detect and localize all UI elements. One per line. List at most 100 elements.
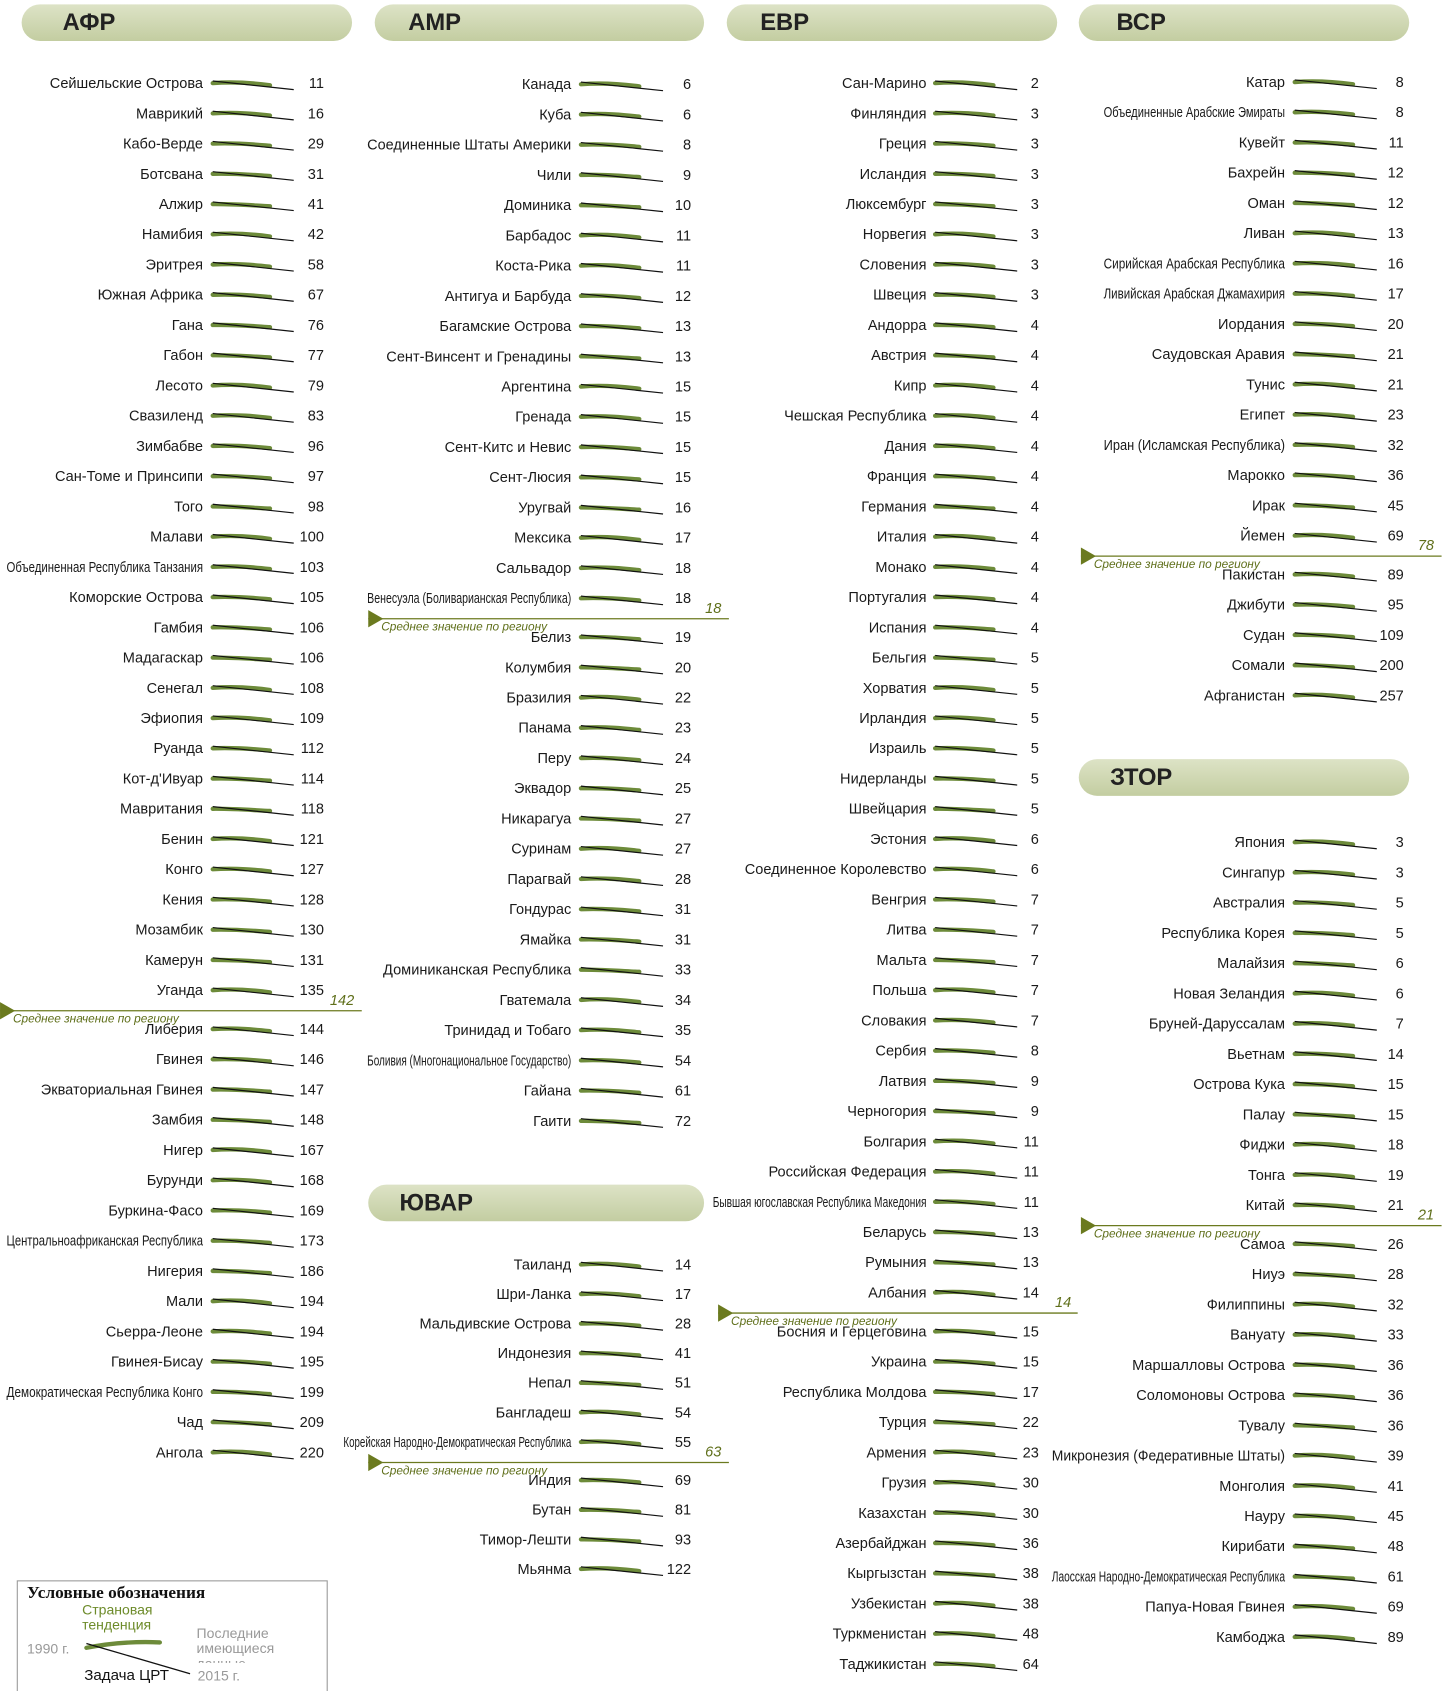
region-name: АФР xyxy=(63,9,116,36)
country-name: Никарагуа xyxy=(501,811,572,827)
trend-line xyxy=(932,1048,996,1055)
trend-line xyxy=(1292,571,1356,579)
country-value: 4 xyxy=(1031,318,1039,334)
trend-line xyxy=(578,414,642,422)
country-value: 11 xyxy=(676,259,691,275)
country-name: Узбекистан xyxy=(851,1596,927,1612)
country-value: 147 xyxy=(300,1082,324,1098)
country-value: 42 xyxy=(308,227,324,243)
country-name: Ирак xyxy=(1252,498,1286,514)
country-name: Ботсвана xyxy=(140,167,204,183)
country-name: Индия xyxy=(528,1473,571,1489)
country-value: 11 xyxy=(1389,135,1404,151)
country-name: Шри-Ланка xyxy=(496,1287,572,1303)
country-name: Кения xyxy=(162,892,203,908)
country-name: Сент-Китс и Невис xyxy=(445,440,572,456)
country-name: Судан xyxy=(1243,628,1285,644)
target-line xyxy=(580,906,664,917)
target-line xyxy=(935,1168,1018,1179)
country-value: 109 xyxy=(300,711,324,727)
target-line xyxy=(580,293,664,303)
country-value: 15 xyxy=(675,440,691,456)
target-line xyxy=(1294,321,1377,332)
trend-line xyxy=(578,1291,642,1299)
trend-line xyxy=(932,413,996,421)
trend-line xyxy=(932,1449,996,1457)
country-name: Соединенные Штаты Америки xyxy=(367,138,571,154)
country-name: Ямайка xyxy=(520,932,572,948)
trend-line xyxy=(210,382,273,390)
country-name: Сан-Марино xyxy=(842,76,926,92)
country-value: 7 xyxy=(1031,923,1039,939)
country-value: 33 xyxy=(1388,1328,1404,1344)
trend-line xyxy=(578,1409,642,1417)
target-line xyxy=(212,1389,294,1399)
target-line xyxy=(212,564,294,574)
target-line xyxy=(935,352,1018,363)
country-name: Мавритания xyxy=(120,802,203,818)
trend-line xyxy=(932,80,996,88)
country-value: 173 xyxy=(300,1234,324,1250)
country-value: 69 xyxy=(1388,1600,1404,1616)
target-line xyxy=(1294,869,1377,880)
target-line xyxy=(1294,1392,1377,1403)
country-name: Сингапур xyxy=(1222,865,1285,881)
trend-line xyxy=(1292,532,1356,540)
country-name: Латвия xyxy=(879,1074,927,1090)
country-value: 108 xyxy=(300,681,324,697)
trend-line xyxy=(210,776,273,783)
country-name: Польша xyxy=(872,983,927,999)
country-name: Багамские Острова xyxy=(439,319,572,335)
country-name: Тувалу xyxy=(1238,1418,1286,1434)
target-line xyxy=(935,1358,1018,1369)
country-name: Мали xyxy=(166,1294,203,1310)
trend-line xyxy=(932,473,996,481)
country-name: Острова Кука xyxy=(1193,1077,1286,1093)
country-value: 100 xyxy=(300,530,324,546)
country-name: Китай xyxy=(1246,1198,1285,1214)
country-value: 3 xyxy=(1031,288,1039,304)
trend-line xyxy=(1292,291,1356,299)
target-line xyxy=(580,81,664,92)
country-value: 130 xyxy=(300,923,324,939)
country-value: 33 xyxy=(675,963,691,979)
country-name: Иордания xyxy=(1218,317,1285,333)
target-line xyxy=(935,201,1018,212)
target-line xyxy=(1294,381,1377,392)
country-value: 194 xyxy=(300,1294,324,1310)
trend-line xyxy=(1292,1172,1356,1180)
country-value: 11 xyxy=(309,76,324,92)
target-line xyxy=(935,685,1018,695)
target-line xyxy=(1294,1452,1377,1463)
country-value: 135 xyxy=(300,983,324,999)
target-line xyxy=(1294,200,1377,211)
target-line xyxy=(1294,290,1377,301)
target-line xyxy=(935,140,1018,151)
target-line xyxy=(212,533,294,544)
trend-line xyxy=(932,625,996,632)
target-line xyxy=(1294,662,1377,673)
country-value: 7 xyxy=(1031,953,1039,969)
country-name: Нигерия xyxy=(147,1264,203,1280)
country-value: 4 xyxy=(1031,439,1039,455)
country-value: 6 xyxy=(1396,956,1404,972)
country-value: 5 xyxy=(1031,802,1039,818)
country-name: Нигер xyxy=(163,1143,203,1159)
legend-target: Задача ЦРТ xyxy=(84,1667,169,1684)
trend-line xyxy=(1292,1513,1356,1521)
trend-line xyxy=(578,725,642,733)
country-name: Корейская Народно-Демократическая Респуб… xyxy=(343,1435,571,1451)
trend-line xyxy=(1292,321,1356,329)
trend-line xyxy=(578,1088,642,1095)
target-line xyxy=(935,261,1018,272)
target-line xyxy=(1294,1081,1377,1092)
country-name: Азербайджан xyxy=(835,1536,926,1552)
country-name: Ниуэ xyxy=(1252,1267,1285,1283)
country-value: 17 xyxy=(1023,1385,1039,1401)
country-name: Либерия xyxy=(145,1022,203,1038)
country-value: 12 xyxy=(1388,166,1404,182)
target-line xyxy=(1294,79,1377,90)
target-line xyxy=(935,1259,1018,1270)
target-line xyxy=(212,171,294,181)
